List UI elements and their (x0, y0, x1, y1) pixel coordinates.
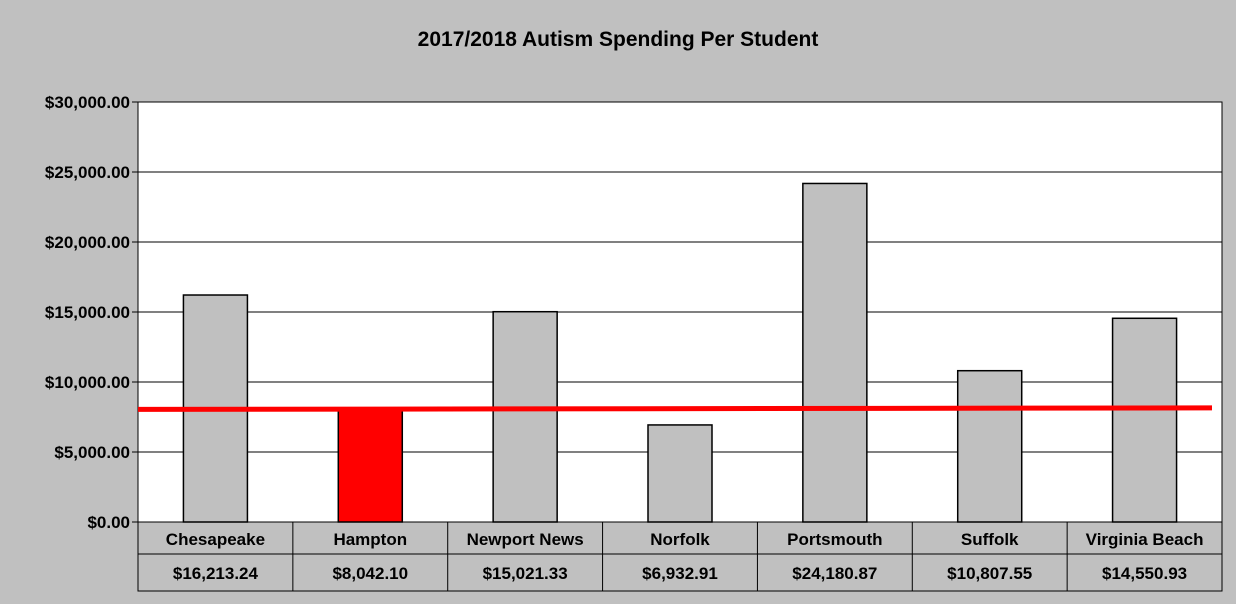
plot-area: $0.00 $5,000.00 $10,000.00 $15,000.00 $20,00… (45, 93, 1223, 592)
bar (337, 408, 404, 523)
category-label: Portsmouth (787, 530, 882, 549)
bar (647, 424, 713, 523)
value-label: $14,550.93 (1102, 564, 1187, 583)
value-label: $6,932.91 (642, 564, 718, 583)
category-label: Virginia Beach (1086, 530, 1204, 549)
y-tick-label: $0.00 (87, 513, 130, 532)
value-label: $16,213.24 (173, 564, 259, 583)
chart-title: 2017/2018 Autism Spending Per Student (418, 28, 819, 51)
category-label: Chesapeake (166, 530, 265, 549)
data-table-frame (137, 521, 1223, 592)
bar (1111, 317, 1178, 523)
y-tick-label: $5,000.00 (54, 443, 130, 462)
y-tick-label: $15,000.00 (45, 303, 130, 322)
value-label: $8,042.10 (332, 564, 408, 583)
y-tick-label: $30,000.00 (45, 93, 130, 112)
bar (492, 310, 558, 523)
category-label: Hampton (333, 530, 407, 549)
y-tick-label: $10,000.00 (45, 373, 130, 392)
bar (802, 182, 868, 523)
value-label: $15,021.33 (483, 564, 568, 583)
category-label: Newport News (467, 530, 584, 549)
value-label: $10,807.55 (947, 564, 1032, 583)
y-tick-label: $25,000.00 (45, 163, 130, 182)
y-tick-label: $20,000.00 (45, 233, 130, 252)
category-label: Norfolk (650, 530, 710, 549)
category-label: Suffolk (961, 530, 1019, 549)
bar (956, 369, 1023, 523)
reference-line (137, 405, 1213, 412)
value-label: $24,180.87 (792, 564, 877, 583)
